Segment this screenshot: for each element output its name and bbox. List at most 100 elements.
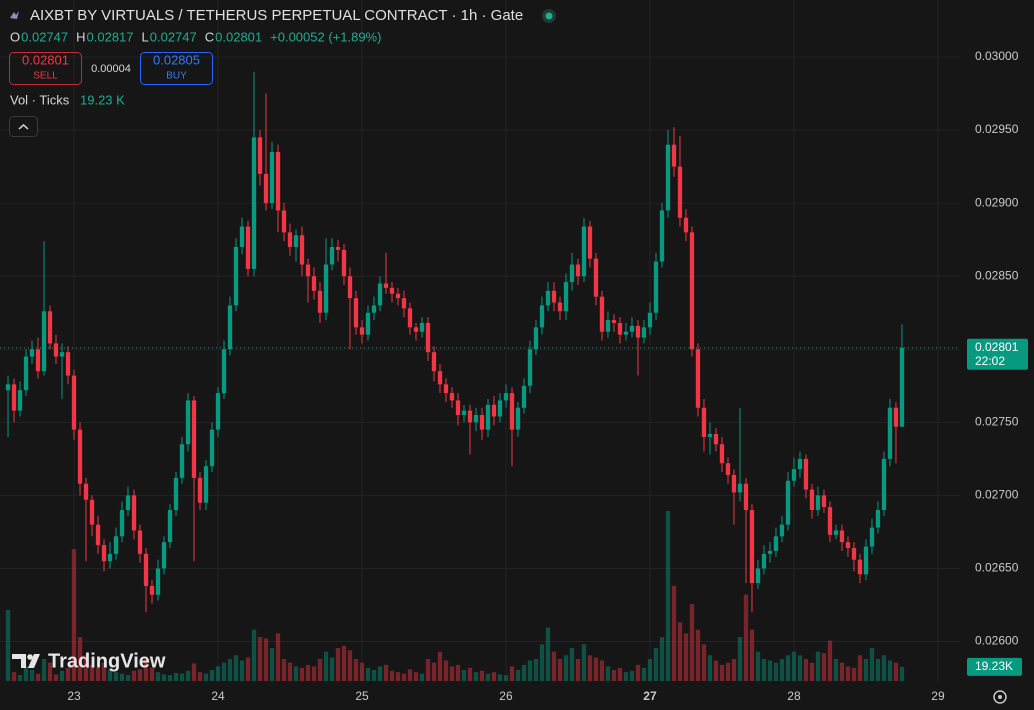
- volume-bar: [827, 640, 833, 681]
- volume-bar: [365, 667, 371, 681]
- volume-bar: [557, 659, 563, 681]
- candle-body: [683, 217, 689, 233]
- volume-bar: [383, 664, 389, 681]
- volume-bar: [167, 675, 173, 681]
- y-tick-label: 0.03000: [975, 49, 1019, 63]
- volume-bar: [401, 673, 407, 681]
- candle-body: [899, 347, 905, 427]
- sell-label: SELL: [33, 71, 58, 82]
- candle-body: [779, 524, 785, 537]
- candle-body: [167, 510, 173, 543]
- candle-body: [857, 559, 863, 575]
- volume-bar: [617, 667, 623, 681]
- y-tick-label: 0.02900: [975, 195, 1019, 209]
- volume-bar: [341, 645, 347, 681]
- volume-bar: [503, 675, 509, 681]
- volume-bar: [899, 666, 905, 681]
- volume-bar: [527, 660, 533, 681]
- candle-body: [5, 384, 11, 391]
- collapse-button[interactable]: [9, 116, 38, 137]
- volume-bar: [311, 666, 317, 681]
- candle-body: [869, 527, 875, 547]
- volume-bar: [29, 670, 35, 681]
- volume-bar: [521, 664, 527, 681]
- candle-body: [749, 510, 755, 584]
- volume-bar: [317, 659, 323, 681]
- volume-bar: [767, 660, 773, 681]
- candle-body: [827, 507, 833, 535]
- candle-body: [839, 530, 845, 543]
- candle-body: [611, 320, 617, 323]
- candle-body: [521, 385, 527, 408]
- candle-body: [623, 331, 629, 335]
- candle-body: [125, 495, 131, 511]
- volume-bar: [161, 674, 167, 681]
- candle-body: [635, 325, 641, 338]
- volume-bar: [551, 651, 557, 681]
- volume-bar: [431, 662, 437, 681]
- volume-bar: [185, 670, 191, 681]
- volume-bar: [359, 662, 365, 681]
- candle-body: [473, 415, 479, 423]
- candle-body: [761, 553, 767, 569]
- candle-body: [653, 261, 659, 313]
- volume-bar: [281, 659, 287, 681]
- candle-body: [527, 349, 533, 386]
- sell-button[interactable]: [9, 52, 82, 85]
- candle-body: [641, 327, 647, 338]
- candle-body: [593, 258, 599, 297]
- volume-bar: [779, 659, 785, 681]
- candle-body: [59, 352, 65, 357]
- volume-bar: [713, 660, 719, 681]
- candle-body: [701, 407, 707, 437]
- volume-bar: [599, 660, 605, 681]
- candle-body: [227, 305, 233, 350]
- volume-bar: [653, 648, 659, 681]
- volume-bar: [203, 673, 209, 681]
- candle-body: [161, 542, 167, 569]
- volume-bar: [821, 653, 827, 681]
- price-label-box: [967, 338, 1028, 370]
- volume-bar: [53, 674, 59, 681]
- candle-body: [491, 404, 497, 417]
- volume-bar: [815, 651, 821, 681]
- candle-body: [173, 477, 179, 511]
- volume-bar: [887, 660, 893, 681]
- candle-body: [539, 305, 545, 328]
- candle-body: [245, 226, 251, 269]
- candle-body: [671, 144, 677, 167]
- volume-bar: [737, 637, 743, 681]
- candle-body: [263, 173, 269, 204]
- candle-body: [17, 390, 23, 411]
- volume-bar: [113, 672, 119, 681]
- candle-body: [689, 232, 695, 350]
- candle-body: [851, 548, 857, 560]
- candle-body: [29, 349, 35, 357]
- candle-body: [389, 287, 395, 294]
- candle-body: [179, 444, 185, 478]
- candle-body: [437, 371, 443, 385]
- volume-bar: [449, 666, 455, 681]
- volume-bar: [257, 637, 263, 681]
- collapse-icon: [18, 123, 29, 130]
- volume-bar: [563, 655, 569, 681]
- candle-body: [455, 400, 461, 416]
- volume-layer: [5, 511, 905, 681]
- volume-bar: [491, 672, 497, 681]
- volume-bar: [533, 659, 539, 681]
- ohlc-key: C: [205, 29, 214, 44]
- candle-body: [113, 536, 119, 554]
- volume-bar: [635, 664, 641, 681]
- settings-icon[interactable]: [993, 690, 1007, 704]
- candle-body: [275, 151, 281, 211]
- volume-bar: [647, 659, 653, 681]
- volume-bar: [101, 662, 107, 681]
- candle-body: [467, 410, 473, 423]
- volume-label: Vol · Ticks: [10, 92, 70, 107]
- candle-body: [89, 499, 95, 525]
- candle-body: [65, 352, 71, 376]
- volume-bar: [791, 651, 797, 681]
- volume-bar: [407, 669, 413, 681]
- buy-button[interactable]: [140, 52, 213, 85]
